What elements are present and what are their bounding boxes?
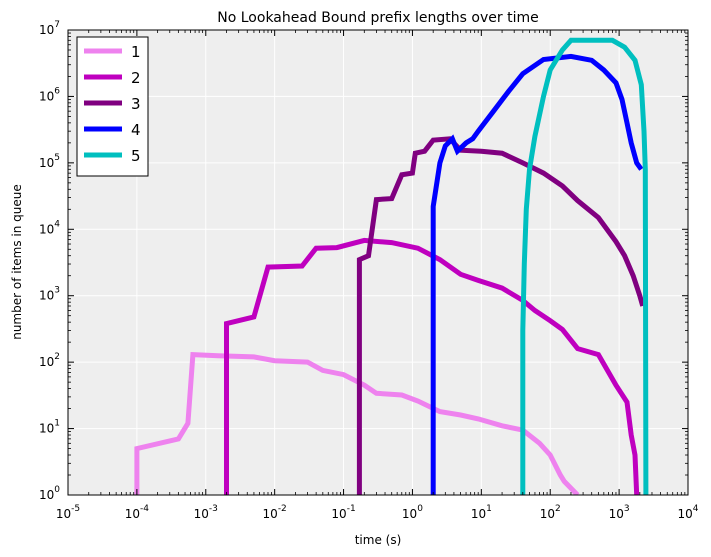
x-tick-label: 10-5 (56, 504, 80, 521)
y-tick-label: 107 (39, 20, 60, 37)
x-tick-label: 10-3 (194, 504, 218, 521)
y-tick-label: 103 (39, 286, 60, 303)
plot-background (68, 30, 688, 495)
legend-label-5: 5 (131, 147, 141, 165)
y-tick-labels: 100 101 102 103 104 105 106 107 (39, 20, 60, 502)
x-tick-label: 100 (402, 504, 423, 521)
y-tick-label: 100 (39, 485, 60, 502)
series-line-5 (520, 37, 649, 495)
series-line-1 (134, 351, 580, 495)
y-tick-label: 101 (39, 419, 60, 436)
y-tick-label: 105 (39, 153, 60, 170)
series-line-2 (224, 237, 640, 495)
y-tick-label: 106 (39, 86, 60, 103)
legend-label-2: 2 (131, 69, 141, 87)
x-tick-label: 103 (609, 504, 630, 521)
y-axis-label: number of items in queue (10, 184, 24, 340)
chart-title: No Lookahead Bound prefix lengths over t… (217, 10, 538, 26)
y-tick-label: 104 (39, 219, 60, 236)
legend-label-3: 3 (131, 95, 141, 113)
legend-label-4: 4 (131, 121, 141, 139)
legend: 1 2 3 4 5 (76, 36, 149, 177)
series-line-3 (356, 136, 646, 495)
x-tick-label: 10-4 (125, 504, 150, 521)
x-tick-label: 10-1 (331, 504, 355, 521)
y-tick-label: 102 (39, 352, 60, 369)
series-line-4 (430, 53, 644, 495)
ticks (67, 29, 689, 496)
x-axis-label: time (s) (355, 533, 402, 547)
plot-frame (67, 29, 689, 496)
x-tick-labels: 10-5 10-4 10-3 10-2 10-1 100 101 102 103 104 (56, 504, 699, 521)
x-tick-label: 104 (677, 504, 698, 521)
legend-label-1: 1 (131, 43, 141, 61)
x-tick-label: 102 (540, 504, 561, 521)
series-lines (134, 37, 649, 495)
x-tick-label: 101 (471, 504, 492, 521)
x-tick-label: 10-2 (263, 504, 287, 521)
